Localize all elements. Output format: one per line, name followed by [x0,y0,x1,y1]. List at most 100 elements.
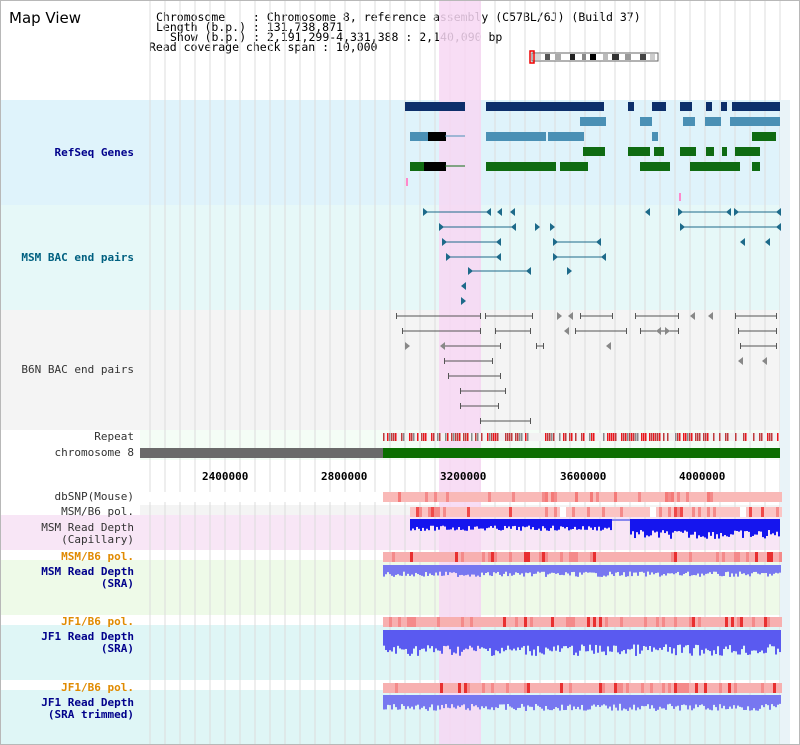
pol-density [536,617,539,627]
dbsnp-density [383,492,386,502]
dbsnp-density [767,492,770,502]
repeat-element [551,433,553,441]
msm-sra-depth [583,565,585,573]
msm-sra-depth [571,565,573,573]
jf1-trimmed-depth [767,695,769,706]
pol-density [521,507,524,517]
track-label-refseq[interactable]: RefSeq Genes [54,146,134,159]
pol-density [719,507,722,517]
pol-density [593,683,596,693]
pol-density [647,552,650,562]
pol-density [749,507,752,517]
pol-density [404,617,407,627]
msm-sra-depth [771,565,773,576]
track-label-chromosome[interactable]: chromosome 8 [54,446,134,459]
msm-sra-depth [729,565,731,577]
jf1-sra-depth [607,630,609,647]
dbsnp-density [476,492,479,502]
track-label-jf1-b6-pol-1[interactable]: JF1/B6 pol. [61,615,134,628]
jf1-trimmed-depth [535,695,537,705]
track-label-msm-b6-pol-2[interactable]: MSM/B6 pol. [61,550,134,563]
pol-density [668,552,671,562]
pol-density [536,552,539,562]
track-label-b6n-bac[interactable]: B6N BAC end pairs [21,363,134,376]
jf1-trimmed-depth [703,695,705,706]
gene-feature [580,117,606,126]
strand-arrow [553,253,558,261]
msm-sra-depth [693,565,695,575]
pol-density [707,552,710,562]
jf1-trimmed-depth [765,695,767,705]
capillary-depth [648,519,650,537]
pol-density [572,617,575,627]
capillary-depth [764,519,766,539]
pol-density [656,617,659,627]
pol-density [422,683,425,693]
jf1-trimmed-depth [481,695,483,707]
track-label-repeat[interactable]: Repeat [94,430,134,443]
pol-density [707,683,710,693]
track-label-jf1-depth-sra[interactable]: JF1 Read Depth [41,630,134,643]
track-label-msm-depth-sra[interactable]: MSM Read Depth [41,565,134,578]
pol-density [617,507,620,517]
track-label-jf1-b6-pol-2[interactable]: JF1/B6 pol. [61,681,134,694]
strand-arrow [734,208,739,216]
jf1-trimmed-depth [519,695,521,708]
jf1-trimmed-depth [389,695,391,706]
dbsnp-density [779,492,782,502]
pol-density [497,552,500,562]
dbsnp-density [575,492,578,502]
pol-density [458,617,461,627]
pol-density [440,683,443,693]
track-label-dbsnp[interactable]: dbSNP(Mouse) [54,490,134,503]
jf1-sra-depth [459,630,461,656]
track-label-msm-depth-capillary[interactable]: MSM Read Depth [41,521,134,534]
jf1-trimmed-depth [653,695,655,709]
pol-density [767,683,770,693]
jf1-sra-depth [667,630,669,652]
track-label-jf1-depth-trimmed[interactable]: JF1 Read Depth [41,696,134,709]
ideogram-band [555,54,561,60]
repeat-element [547,433,549,441]
dbsnp-density [665,492,668,502]
msm-sra-depth [441,565,443,576]
track-label-msm-bac[interactable]: MSM BAC end pairs [21,251,134,264]
repeat-element [515,433,517,441]
msm-sra-depth [473,565,475,575]
bac-end [480,328,481,334]
jf1-trimmed-depth [717,695,719,711]
dbsnp-density [599,492,602,502]
jf1-sra-depth [479,630,481,649]
track-label-jf1-depth-trimmed-sub: (SRA trimmed) [47,708,134,721]
pol-density [527,683,530,693]
pol-density [476,683,479,693]
msm-sra-depth [705,565,707,574]
jf1-sra-depth [741,630,743,650]
jf1-sra-depth [647,630,649,651]
msm-sra-depth [535,565,537,574]
view-title: Map View [9,9,82,27]
jf1-trimmed-depth [575,695,577,710]
repeat-element [455,433,457,441]
jf1-trimmed-depth [539,695,541,708]
repeat-element [759,433,761,441]
capillary-depth [458,519,460,528]
repeat-element [569,433,571,441]
track-label-msm-b6-pol-1[interactable]: MSM/B6 pol. [61,505,134,518]
msm-sra-depth [563,565,565,576]
msm-sra-depth [715,565,717,572]
dbsnp-density [776,492,779,502]
pol-density [527,552,530,562]
msm-sra-depth [621,565,623,576]
msm-sra-depth [545,565,547,577]
dbsnp-density [608,492,611,502]
pol-density [488,683,491,693]
pol-density [476,552,479,562]
pol-density [569,552,572,562]
dbsnp-density [680,492,683,502]
capillary-depth [508,519,510,527]
pol-density [539,507,542,517]
strand-arrow [606,342,611,350]
pol-density [440,507,443,517]
